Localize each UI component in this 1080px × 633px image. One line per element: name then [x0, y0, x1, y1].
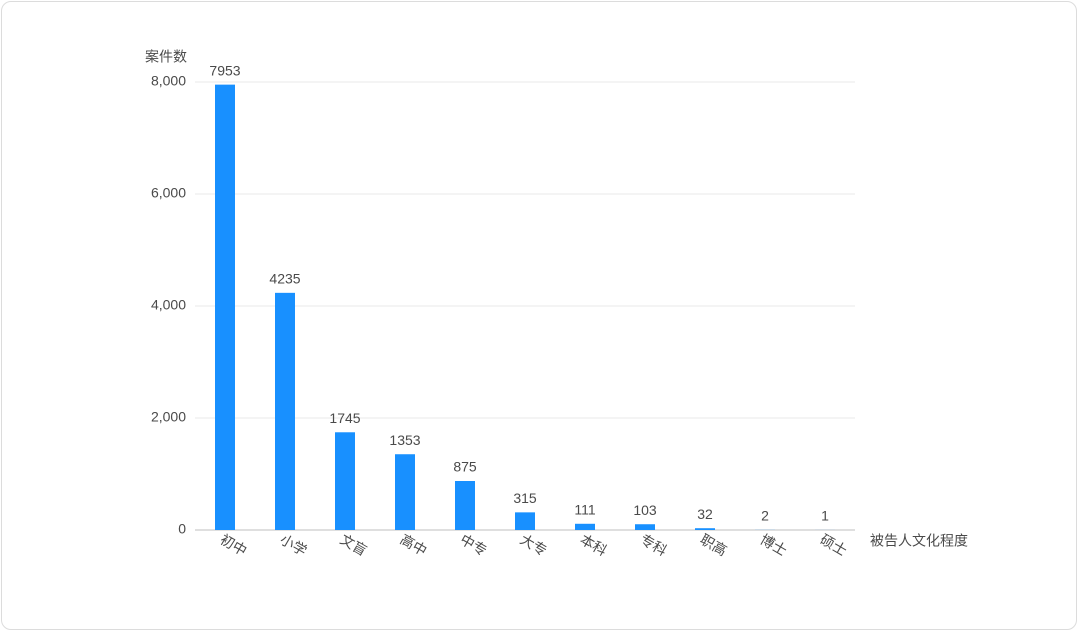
data-label: 111	[574, 501, 595, 517]
data-label: 2	[761, 508, 769, 524]
x-tick-label: 文盲	[338, 531, 370, 559]
y-tick-label: 4,000	[151, 297, 186, 313]
bar	[215, 84, 235, 530]
data-label: 1	[821, 508, 829, 524]
bar	[395, 454, 415, 530]
y-tick-label: 6,000	[151, 185, 186, 201]
bar	[335, 432, 355, 530]
bar	[275, 292, 295, 530]
data-label: 315	[513, 490, 537, 506]
bar	[455, 481, 475, 530]
x-tick-label: 中专	[458, 531, 490, 559]
data-label: 875	[453, 459, 477, 475]
bar	[635, 524, 655, 530]
x-tick-label: 硕士	[818, 531, 850, 559]
x-tick-label: 小学	[278, 531, 310, 559]
x-tick-label: 职高	[698, 531, 730, 559]
y-axis-label: 案件数	[145, 49, 187, 65]
x-tick-label: 初中	[218, 531, 250, 559]
bar	[515, 512, 535, 530]
x-tick-label: 博士	[758, 531, 790, 559]
data-label: 1353	[389, 432, 420, 448]
x-tick-label: 专科	[638, 531, 670, 559]
x-tick-label: 本科	[578, 531, 610, 559]
y-tick-label: 2,000	[151, 409, 186, 425]
data-label: 103	[633, 502, 657, 518]
x-tick-label: 高中	[398, 531, 430, 559]
data-label: 1745	[329, 410, 360, 426]
data-label: 4235	[269, 271, 300, 287]
x-tick-label: 大专	[518, 531, 550, 559]
y-tick-label: 8,000	[151, 73, 186, 89]
data-label: 7953	[209, 62, 240, 78]
bar	[695, 528, 715, 530]
bar	[575, 523, 595, 530]
x-axis-label: 被告人文化程度	[870, 533, 968, 549]
data-label: 32	[697, 506, 713, 522]
y-tick-label: 0	[178, 521, 186, 537]
